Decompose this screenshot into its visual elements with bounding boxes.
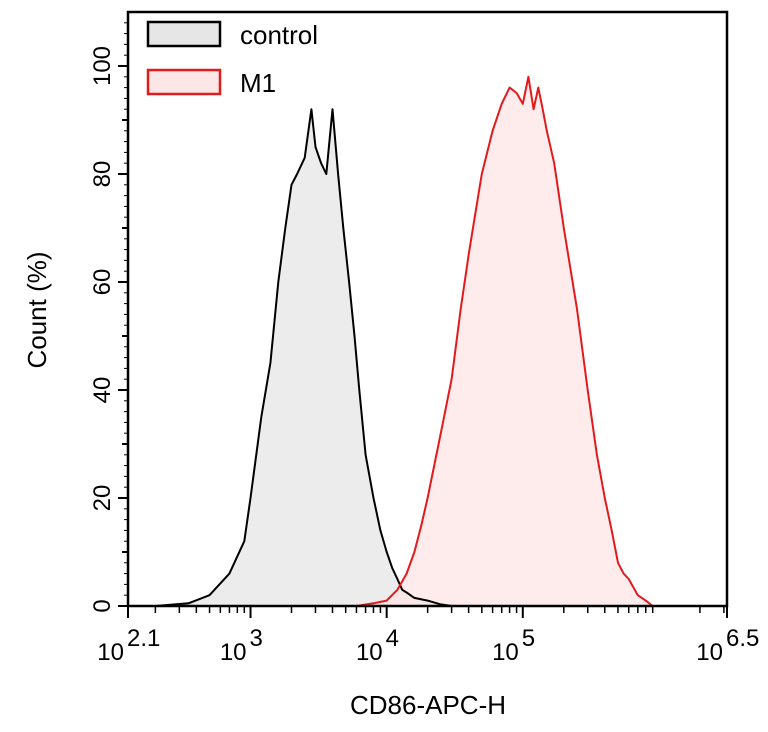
- legend-swatch-m1: [146, 68, 222, 96]
- x-tick-exponent: 3: [250, 625, 263, 652]
- x-tick-exponent: 5: [522, 625, 535, 652]
- legend-label-control: control: [240, 20, 318, 50]
- series-line-control: [155, 108, 452, 607]
- y-tick-label: 40: [89, 377, 116, 404]
- y-tick-label: 80: [89, 161, 116, 188]
- legend-swatch-control: [146, 20, 222, 48]
- y-tick-label: 0: [89, 599, 116, 612]
- series-area-control: [155, 109, 452, 606]
- legend-label-m1: M1: [240, 68, 276, 98]
- x-tick-exponent: 2.1: [127, 625, 160, 652]
- y-tick-label: 100: [89, 46, 116, 86]
- x-tick-exponent: 6.5: [726, 625, 759, 652]
- y-tick-label: 60: [89, 269, 116, 296]
- x-tick-exponent: 4: [386, 625, 399, 652]
- series-layer: [155, 75, 654, 607]
- y-tick-label: 20: [89, 485, 116, 512]
- y-axis-title: Count (%): [22, 251, 52, 368]
- x-tick-label: 10: [696, 639, 723, 666]
- series-line-m1: [356, 75, 654, 607]
- series-area-m1: [356, 76, 653, 607]
- x-axis-title: CD86-APC-H: [350, 690, 506, 720]
- x-tick-label: 10: [220, 639, 247, 666]
- x-tick-label: 10: [492, 639, 519, 666]
- legend: control M1: [146, 20, 318, 98]
- x-tick-label: 10: [97, 639, 124, 666]
- x-tick-label: 10: [356, 639, 383, 666]
